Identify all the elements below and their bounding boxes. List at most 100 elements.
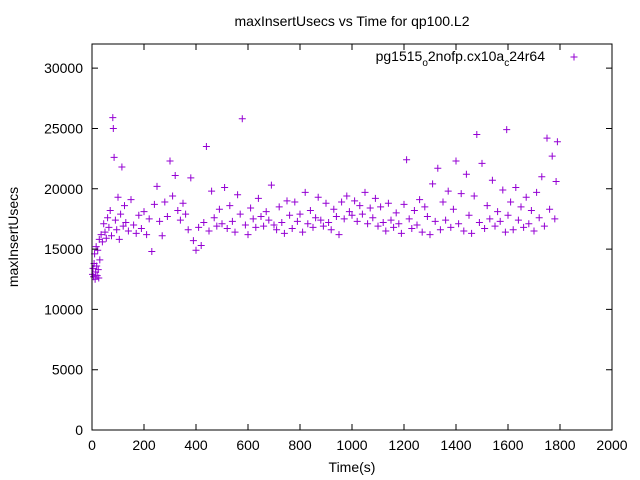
x-tick-label: 1600 (492, 437, 523, 453)
x-axis-label: Time(s) (329, 459, 376, 475)
data-point (387, 216, 395, 224)
data-point (509, 226, 517, 234)
data-point (140, 208, 148, 216)
data-point (306, 206, 314, 214)
x-tick-label: 200 (132, 437, 156, 453)
data-point (527, 206, 535, 214)
data-point (366, 204, 374, 212)
data-point (392, 209, 400, 217)
data-point (270, 221, 278, 229)
data-point (280, 229, 288, 237)
data-point (197, 241, 205, 249)
data-point (100, 220, 108, 228)
data-point (301, 188, 309, 196)
data-point (109, 114, 117, 122)
data-point (444, 187, 452, 195)
data-point (249, 215, 257, 223)
data-point (327, 226, 335, 234)
data-point (267, 181, 275, 189)
data-point (400, 200, 408, 208)
data-point (421, 203, 429, 211)
data-point (187, 174, 195, 182)
data-point (348, 211, 356, 219)
y-tick-label: 5000 (52, 362, 83, 378)
data-point (171, 171, 179, 179)
data-point (223, 225, 231, 233)
data-point (325, 219, 333, 227)
data-point (486, 215, 494, 223)
data-point (538, 173, 546, 181)
data-point (109, 124, 117, 132)
data-point (535, 214, 543, 222)
data-point (101, 228, 109, 236)
x-tick-label: 800 (288, 437, 312, 453)
y-tick-label: 20000 (44, 181, 83, 197)
legend: pg1515o2nofp.cx10ac24r64 (376, 48, 578, 69)
data-point (470, 192, 478, 200)
data-point (163, 212, 171, 220)
data-point (275, 203, 283, 211)
data-point (91, 275, 99, 283)
x-tick-label: 0 (88, 437, 96, 453)
data-point (517, 203, 525, 211)
data-point (111, 216, 119, 224)
data-point (94, 246, 102, 254)
data-point (288, 225, 296, 233)
data-point (436, 226, 444, 234)
x-tick-label: 1400 (440, 437, 471, 453)
data-point (533, 188, 541, 196)
data-point (356, 202, 364, 210)
data-point (473, 130, 481, 138)
data-point (108, 232, 115, 240)
data-point (106, 206, 114, 214)
data-point (353, 217, 361, 225)
data-point (501, 228, 509, 236)
data-point (156, 217, 164, 225)
data-point (192, 246, 200, 254)
data-point (413, 221, 421, 229)
data-point (540, 222, 548, 230)
y-tick-label: 25000 (44, 120, 83, 136)
data-point (335, 231, 343, 239)
data-point (431, 217, 439, 225)
data-point (169, 192, 177, 200)
data-point (377, 203, 385, 211)
data-point (552, 178, 560, 186)
data-point (478, 159, 486, 167)
data-point (161, 198, 169, 206)
data-point (455, 220, 463, 228)
data-point (118, 163, 126, 171)
data-point (481, 225, 489, 233)
data-point (546, 205, 554, 213)
data-point (176, 216, 184, 224)
data-point (202, 143, 210, 151)
x-axis: 0 200 400 600 800 1000 1200 1400 1600 1800 2000 (88, 44, 628, 453)
data-point (265, 216, 273, 224)
data-point (449, 205, 457, 213)
data-point (257, 212, 265, 220)
data-point (124, 227, 132, 235)
data-point (113, 226, 121, 234)
data-point (244, 231, 252, 239)
data-point (299, 228, 307, 236)
data-point (273, 226, 281, 234)
data-point (278, 219, 286, 227)
data-point (462, 170, 470, 178)
data-point (468, 229, 476, 237)
legend-marker (570, 53, 578, 61)
data-point (403, 156, 411, 164)
data-point (447, 223, 455, 231)
data-point (340, 215, 348, 223)
data-point (361, 188, 369, 196)
data-point (364, 220, 372, 228)
y-axis-label: maxInsertUsecs (5, 187, 21, 287)
data-point (184, 226, 192, 234)
data-point (231, 228, 239, 236)
data-point (215, 205, 223, 213)
data-point (512, 184, 520, 192)
data-point (369, 214, 377, 222)
data-point (390, 223, 398, 231)
data-point (283, 197, 291, 205)
data-point (296, 210, 304, 218)
